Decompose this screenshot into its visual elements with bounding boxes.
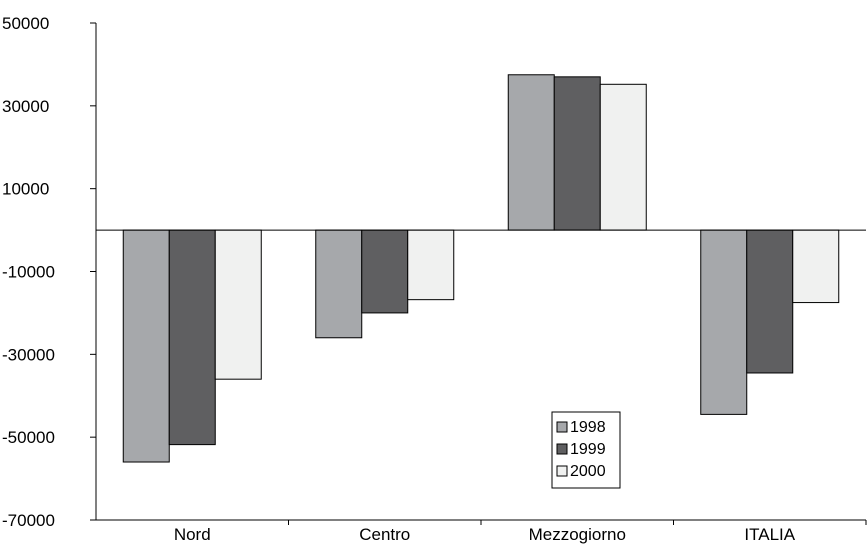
x-category-label: Mezzogiorno [529, 525, 626, 544]
y-tick-label: 10000 [2, 180, 49, 199]
legend-swatch-1998 [556, 421, 568, 433]
bar-2000-italia [792, 229, 840, 304]
bar-1998-italia [700, 229, 748, 415]
x-category-label: Centro [359, 525, 410, 544]
bar-1999-nord [168, 229, 216, 446]
x-category-label: ITALIA [744, 525, 795, 544]
legend-label: 1999 [570, 441, 606, 458]
bar-2000-nord [214, 229, 262, 380]
legend-swatch-2000 [556, 465, 568, 477]
y-tick-label: -70000 [2, 511, 55, 530]
y-tick-label: 30000 [2, 97, 49, 116]
bar-1999-centro [361, 229, 409, 314]
y-tick-label: 50000 [2, 14, 49, 33]
bars [96, 74, 866, 463]
x-category-label: Nord [174, 525, 211, 544]
bar-1998-mezzogiorno [507, 74, 555, 231]
legend: 1998 1999 2000 [551, 411, 621, 489]
y-axis: 50000 30000 10000 -10000 -30000 -50000 -70000 [2, 14, 97, 530]
y-tick-label: -50000 [2, 428, 55, 447]
bar-1999-italia [746, 229, 794, 374]
y-tick-label: -30000 [2, 345, 55, 364]
bar-1998-nord [122, 229, 170, 463]
legend-swatch-1999 [556, 443, 568, 455]
x-axis: Nord Centro Mezzogiorno ITALIA [96, 519, 867, 544]
legend-label: 1998 [570, 419, 606, 436]
bar-1998-centro [315, 229, 363, 339]
bar-2000-centro [407, 229, 455, 301]
legend-label: 2000 [570, 463, 606, 480]
bar-1999-mezzogiorno [553, 76, 601, 231]
bar-2000-mezzogiorno [599, 83, 647, 231]
y-tick-label: -10000 [2, 263, 55, 282]
